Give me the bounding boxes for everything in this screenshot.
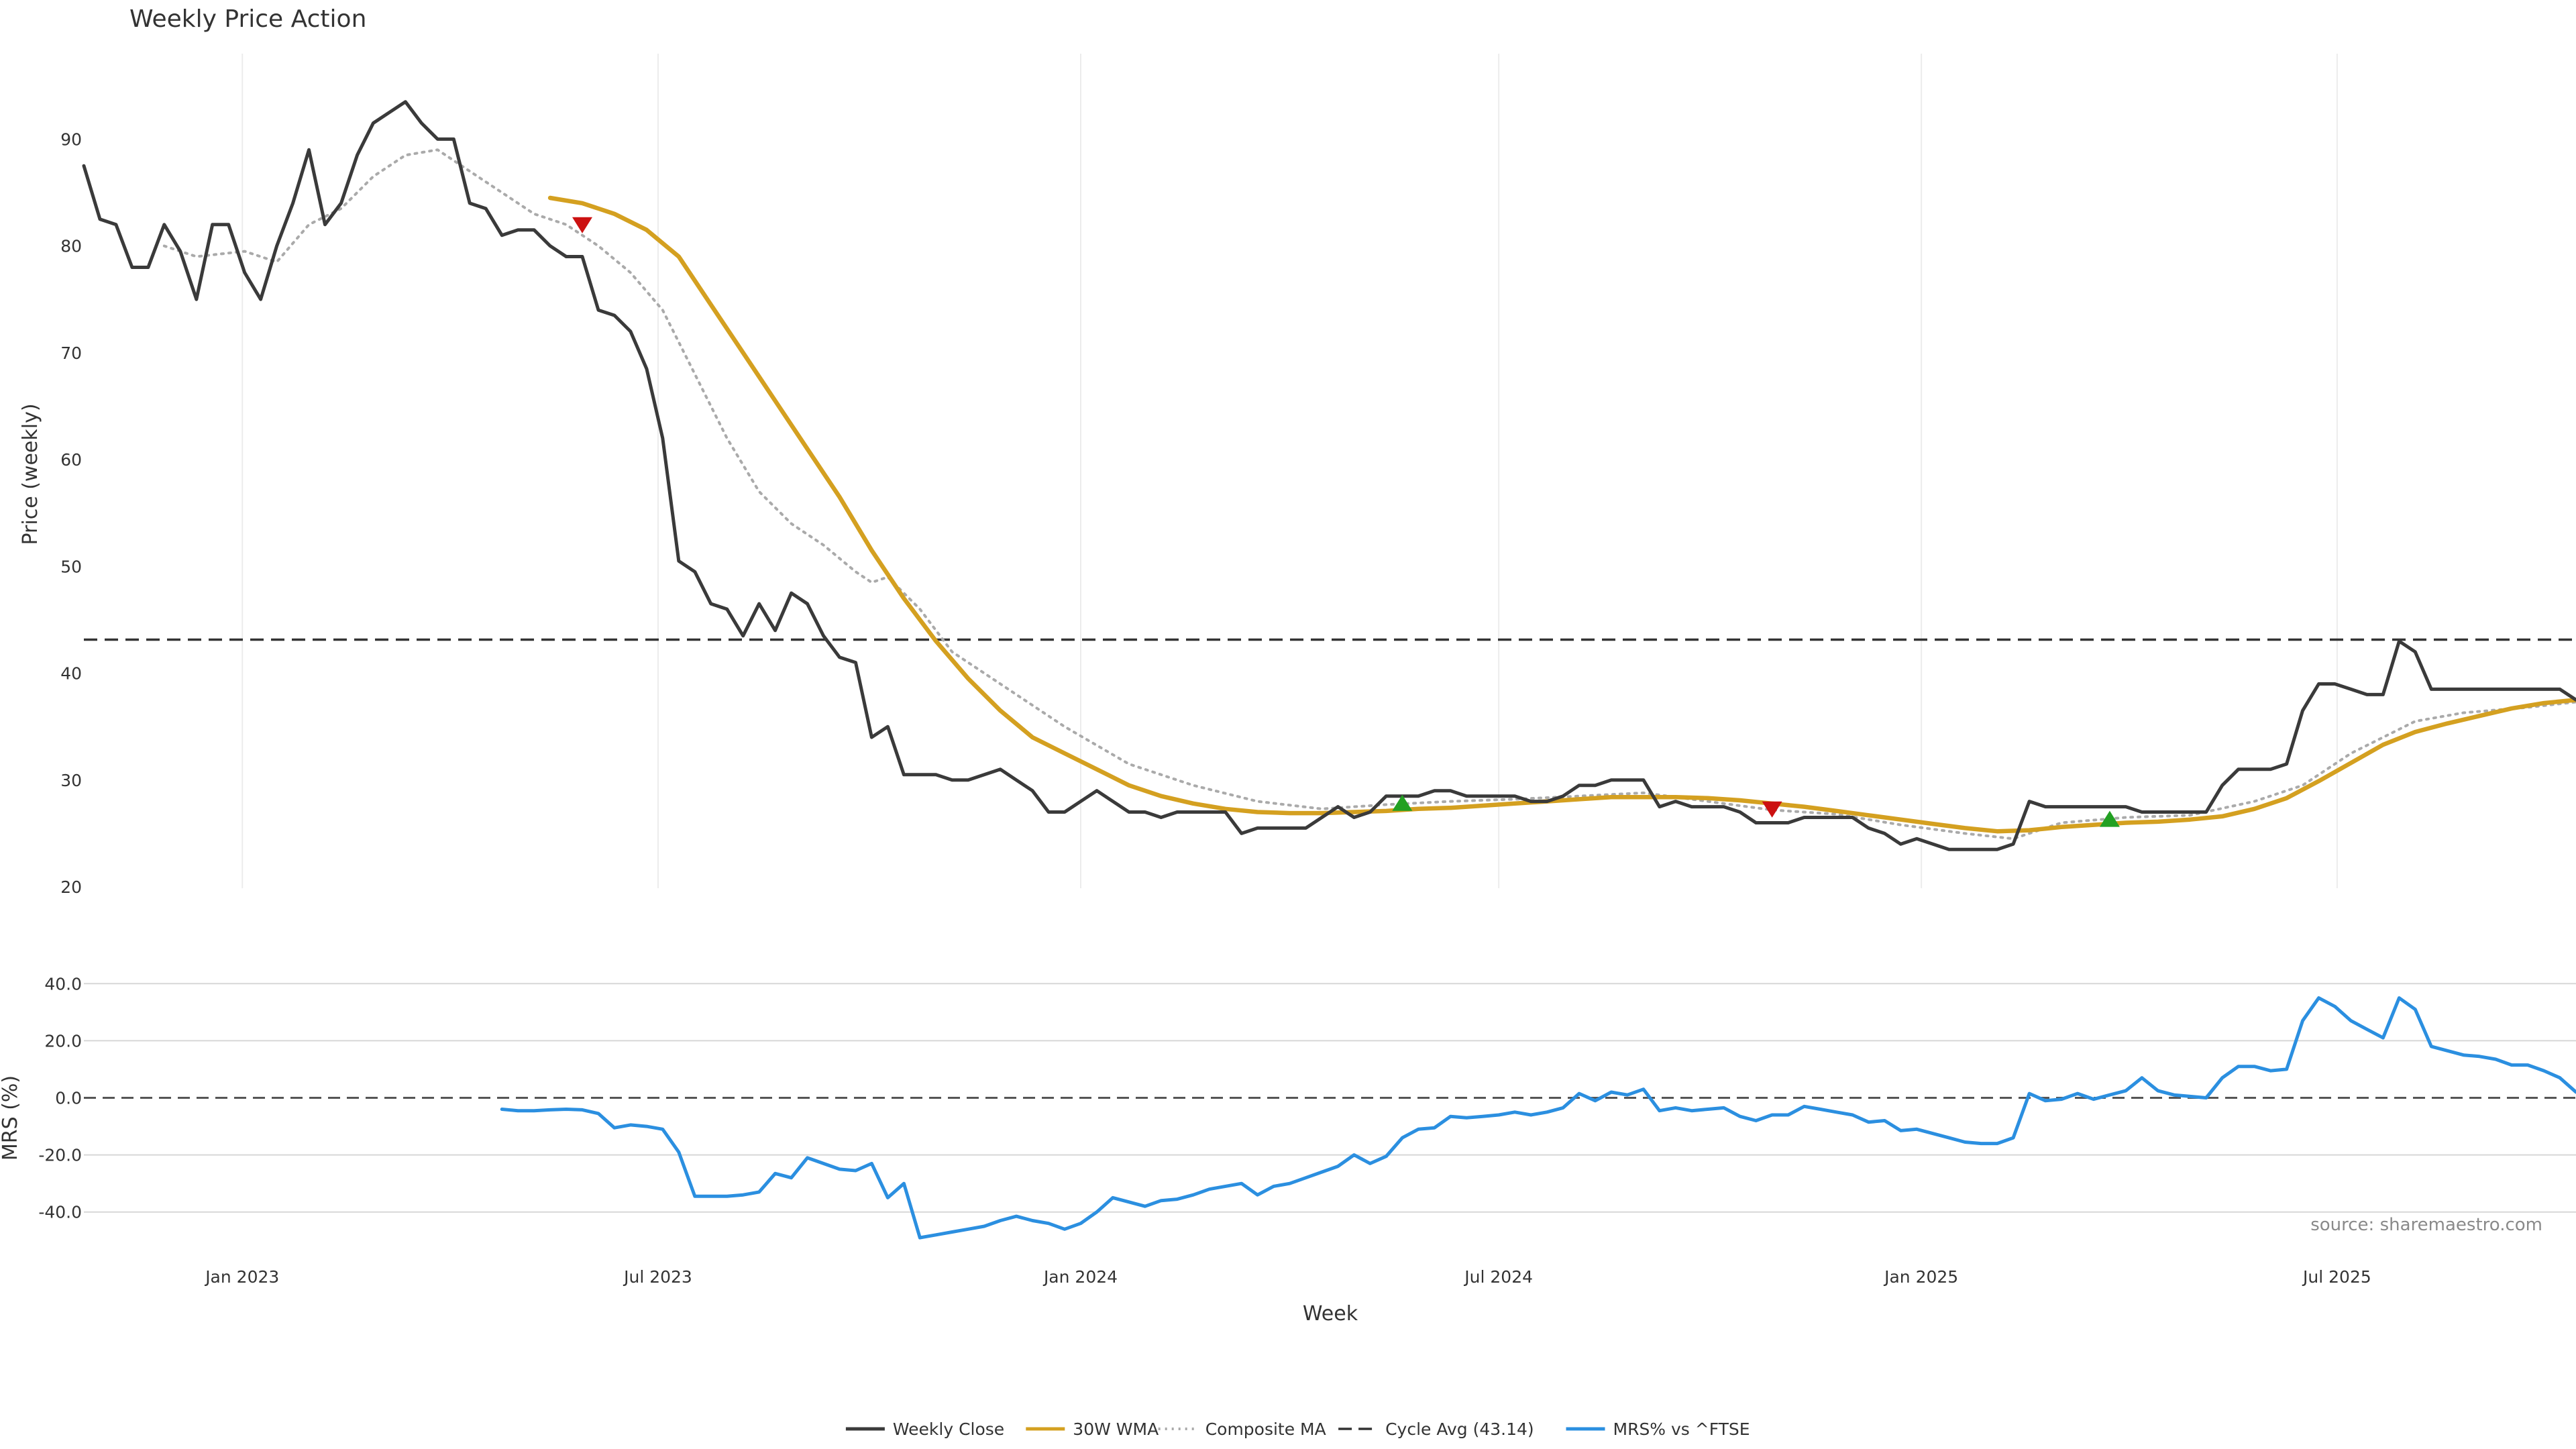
wma-30w-line [547,195,2576,834]
mrs-y-axis-label: MRS (%) [0,1075,22,1161]
legend-item: 30W WMA [1026,1419,1159,1439]
price-y-axis-label: Price (weekly) [19,403,42,545]
mrs-line [500,996,2576,1240]
mrs-y-tick-label: 20.0 [44,1031,82,1051]
price-y-tick-label: 50 [60,557,82,576]
mrs-y-tick-label: -40.0 [38,1203,82,1222]
mrs-y-tick-label: 40.0 [44,974,82,994]
buy-signal-marker [2099,810,2120,827]
mrs-y-tick-label: -20.0 [38,1146,82,1165]
x-tick-label: Jul 2024 [1463,1267,1533,1287]
chart-title: Weekly Price Action [129,5,366,33]
legend-label: Weekly Close [893,1419,1004,1439]
legend-item: Composite MA [1158,1419,1326,1439]
price-y-tick-label: 90 [60,129,82,149]
mrs-y-tick-label: 0.0 [55,1089,82,1108]
composite-ma-line [162,148,2576,841]
legend-item: Cycle Avg (43.14) [1338,1419,1534,1439]
x-tick-label: Jan 2024 [1042,1267,1118,1287]
price-y-tick-label: 70 [60,343,82,363]
price-y-tick-label: 60 [60,450,82,470]
legend-item: MRS% vs ^FTSE [1566,1419,1750,1439]
price-y-tick-label: 40 [60,664,82,684]
legend-label: Composite MA [1205,1419,1326,1439]
source-label: source: sharemaestro.com [2310,1215,2542,1235]
x-axis-label: Week [1303,1302,1358,1326]
legend: Weekly Close 30W WMA Composite MA Cycle Avg… [845,1419,1750,1439]
price-panel: 20 30 40 50 60 70 80 90 Price (weekly) [19,54,2576,897]
legend-label: MRS% vs ^FTSE [1613,1419,1750,1439]
price-y-tick-label: 80 [60,237,82,256]
legend-item: Weekly Close [845,1419,1004,1439]
weekly-close-line [82,100,2576,851]
sell-signal-marker [1762,801,1782,818]
mrs-panel: 40.0 20.0 0.0 -20.0 -40.0 MRS (%) [0,974,2576,1240]
x-tick-label: Jan 2023 [204,1267,279,1287]
price-y-tick-label: 20 [60,877,82,897]
x-tick-label: Jul 2025 [2302,1267,2371,1287]
x-axis: Jan 2023 Jul 2023 Jan 2024 Jul 2024 Jan 2025… [204,1267,2371,1287]
sell-signal-marker [572,217,592,233]
price-y-tick-label: 30 [60,771,82,790]
x-tick-label: Jul 2023 [623,1267,692,1287]
x-tick-label: Jan 2025 [1883,1267,1958,1287]
legend-label: Cycle Avg (43.14) [1385,1419,1534,1439]
legend-label: 30W WMA [1073,1419,1159,1439]
buy-signal-marker [1392,794,1413,811]
